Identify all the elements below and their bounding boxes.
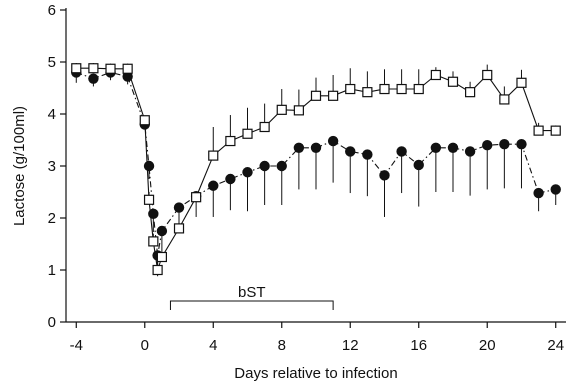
data-point-square <box>242 128 253 139</box>
data-point-square <box>156 251 167 263</box>
x-tick-label: 12 <box>342 337 359 354</box>
data-point-circle <box>413 159 424 171</box>
y-tick-label: 6 <box>48 2 56 19</box>
x-tick-label: 8 <box>278 337 286 354</box>
data-point-circle <box>293 142 305 153</box>
x-tick-label: 0 <box>141 337 149 354</box>
data-point-square <box>293 105 304 116</box>
data-point-circle <box>156 225 168 237</box>
data-point-circle <box>362 149 373 160</box>
data-point-square <box>152 264 163 276</box>
data-point-circle <box>143 160 155 172</box>
data-point-square <box>143 194 155 205</box>
data-point-circle <box>276 160 287 172</box>
data-point-square <box>139 115 150 126</box>
data-point-square <box>396 83 407 95</box>
x-tick-label: -4 <box>70 337 83 354</box>
data-point-square <box>208 150 219 161</box>
data-point-circle <box>482 140 493 151</box>
data-point-circle <box>208 180 219 191</box>
data-point-square <box>328 90 339 101</box>
data-point-circle <box>396 146 407 157</box>
data-point-square <box>413 83 424 95</box>
data-point-square <box>71 63 82 74</box>
data-point-circle <box>88 73 99 84</box>
data-point-circle <box>379 170 390 181</box>
data-point-square <box>173 223 185 234</box>
data-point-square <box>276 104 287 115</box>
data-point-circle <box>148 208 159 220</box>
data-point-circle <box>345 146 356 157</box>
data-point-square <box>122 63 133 74</box>
data-point-circle <box>173 202 185 213</box>
data-point-square <box>499 94 510 105</box>
data-point-square <box>447 76 459 87</box>
data-point-square <box>465 87 476 98</box>
data-point-circle <box>430 142 442 153</box>
data-point-circle <box>122 71 133 82</box>
x-tick-label: 16 <box>410 337 427 354</box>
data-point-square <box>362 87 373 98</box>
x-axis-title: Days relative to infection <box>234 365 397 382</box>
data-point-circle <box>242 167 253 178</box>
x-tick-label: 24 <box>547 337 564 354</box>
x-tick-label: 4 <box>209 337 217 354</box>
data-point-square <box>533 125 544 136</box>
data-point-circle <box>533 187 544 199</box>
data-point-square <box>259 121 270 133</box>
data-point-square <box>191 192 202 203</box>
data-point-circle <box>464 146 476 157</box>
y-tick-label: 4 <box>48 106 56 123</box>
data-point-circle <box>225 173 236 185</box>
y-tick-label: 5 <box>48 54 56 71</box>
data-point-circle <box>327 135 339 147</box>
data-point-circle <box>516 138 527 150</box>
data-point-circle <box>310 142 322 153</box>
y-tick-label: 0 <box>48 314 56 331</box>
data-point-square <box>516 77 527 88</box>
series-markers <box>71 63 561 276</box>
annotation: bST <box>169 284 334 310</box>
data-point-square <box>430 69 441 81</box>
data-point-circle <box>499 138 510 150</box>
data-point-square <box>105 63 116 74</box>
data-point-square <box>482 69 493 81</box>
data-point-square <box>345 83 356 95</box>
bst-label: bST <box>238 284 266 301</box>
y-axis-title: Lactose (g/100ml) <box>11 106 28 226</box>
data-point-circle <box>447 142 459 153</box>
data-point-square <box>310 90 322 101</box>
data-point-square <box>225 135 236 147</box>
data-point-square <box>379 83 390 95</box>
data-point-circle <box>550 184 561 195</box>
y-tick-label: 2 <box>48 210 56 227</box>
y-tick-label: 1 <box>48 262 56 279</box>
data-point-square <box>88 63 99 74</box>
bst-bracket <box>169 300 334 310</box>
y-tick-label: 3 <box>48 158 56 175</box>
data-point-square <box>148 236 159 247</box>
data-point-circle <box>259 160 270 172</box>
x-tick-label: 20 <box>479 337 496 354</box>
data-point-square <box>550 125 561 136</box>
